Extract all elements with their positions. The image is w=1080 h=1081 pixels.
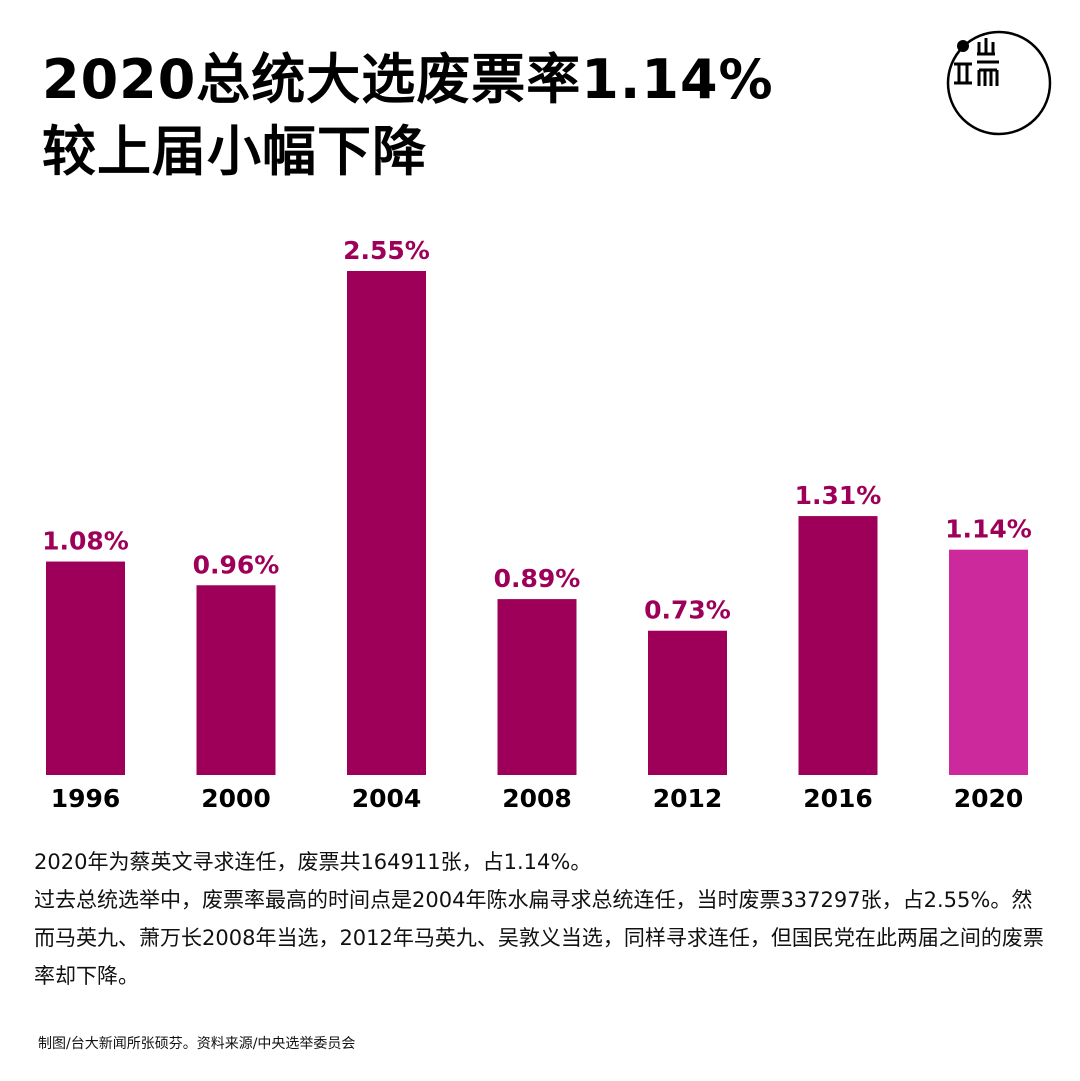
caption: 2020年为蔡英文寻求连任，废票共164911张，占1.14%。 过去总统选举中… bbox=[34, 843, 1048, 995]
value-labels-group: 1.08% 0.96% 2.55% 0.89% 0.73% 1.31% 1.14% bbox=[42, 236, 1032, 625]
caption-line-2: 过去总统选举中，废票率最高的时间点是2004年陈水扁寻求总统连任，当时废票337… bbox=[34, 888, 1044, 988]
category-label-2004: 2004 bbox=[352, 784, 422, 813]
bar-2012 bbox=[648, 630, 727, 775]
category-label-2008: 2008 bbox=[502, 784, 572, 813]
value-label-2008: 0.89% bbox=[494, 564, 581, 593]
value-label-2012: 0.73% bbox=[644, 596, 731, 625]
chart-title-line-1: 2020总统大选废票率1.14% bbox=[42, 48, 774, 111]
bar-2020 bbox=[949, 549, 1028, 775]
source-credit: 制图/台大新闻所张硕芬。资料来源/中央选举委员会 bbox=[38, 1036, 356, 1052]
bar-2008 bbox=[497, 599, 577, 775]
bar-2004 bbox=[347, 271, 426, 775]
bars-group bbox=[46, 271, 1028, 775]
category-label-2020: 2020 bbox=[954, 784, 1024, 813]
category-label-2016: 2016 bbox=[803, 784, 873, 813]
chart-title: 2020总统大选废票率1.14% 较上届小幅下降 bbox=[42, 44, 922, 188]
value-label-2000: 0.96% bbox=[193, 550, 280, 579]
chart-title-line-2: 较上届小幅下降 bbox=[42, 120, 427, 183]
value-label-2020: 1.14% bbox=[945, 515, 1032, 544]
category-label-2012: 2012 bbox=[653, 784, 723, 813]
bar-2000 bbox=[196, 585, 276, 775]
bar-2016 bbox=[798, 516, 878, 775]
value-label-1996: 1.08% bbox=[42, 527, 129, 556]
caption-line-1: 2020年为蔡英文寻求连任，废票共164911张，占1.14%。 bbox=[34, 850, 592, 874]
category-label-1996: 1996 bbox=[51, 784, 121, 813]
category-labels-group: 1996 2000 2004 2008 2012 2016 2020 bbox=[51, 784, 1024, 813]
initium-media-logo-icon bbox=[946, 30, 1052, 136]
category-label-2000: 2000 bbox=[201, 784, 271, 813]
value-label-2004: 2.55% bbox=[343, 236, 430, 265]
bar-chart: 1.08% 0.96% 2.55% 0.89% 0.73% 1.31% 1.14% 1996… bbox=[42, 236, 1032, 813]
bar-1996 bbox=[46, 561, 125, 775]
value-label-2016: 1.31% bbox=[795, 481, 882, 510]
